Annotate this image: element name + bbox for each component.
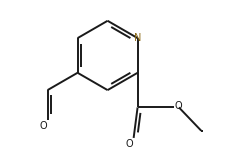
Text: O: O xyxy=(175,101,182,111)
Text: O: O xyxy=(126,139,134,149)
Text: O: O xyxy=(40,120,47,131)
Text: N: N xyxy=(134,33,141,43)
